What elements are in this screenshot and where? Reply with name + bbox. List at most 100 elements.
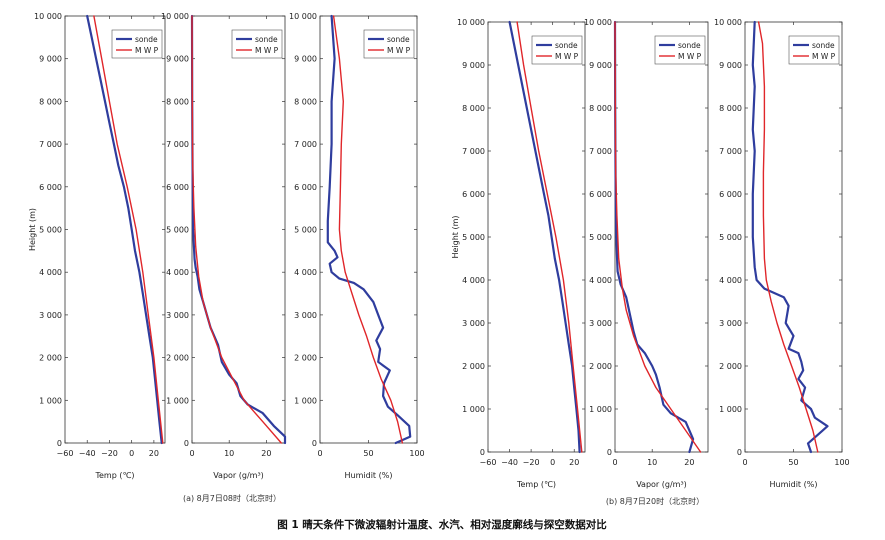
y-tick-label: 6 000 <box>462 190 485 199</box>
axes-frame <box>191 15 286 444</box>
y-tick-label: 2 000 <box>719 362 742 371</box>
legend-label: M W P <box>387 46 411 55</box>
y-tick-label: 4 000 <box>462 276 485 285</box>
axes-frame <box>487 21 586 453</box>
y-tick-label: 0 <box>57 439 62 448</box>
axes-frame <box>614 21 709 453</box>
y-axis-label: Height (m) <box>28 208 37 251</box>
y-tick-label: 3 000 <box>39 311 62 320</box>
chart-a-temp: 0 1 000 2 000 3 000 4 000 5 000 6 000 7 000 8 00… <box>28 12 166 480</box>
series-line-sonde <box>86 14 163 445</box>
x-tick-label: −60 <box>480 458 497 467</box>
x-tick-label: −20 <box>101 449 118 458</box>
y-tick-label: 7 000 <box>294 140 317 149</box>
legend-box <box>531 35 583 65</box>
legend-label: sonde <box>255 35 278 44</box>
legend-label: M W P <box>678 52 702 61</box>
x-axis-label: Vapor (g/m³) <box>213 471 264 480</box>
y-tick-label: 10 000 <box>457 18 485 27</box>
x-tick-label: 100 <box>409 449 424 458</box>
x-axis-label: Temp (℃) <box>94 471 134 480</box>
x-tick-label: 20 <box>261 449 271 458</box>
y-tick-label: 3 000 <box>294 311 317 320</box>
legend-label: M W P <box>812 52 836 61</box>
y-tick-label: 8 000 <box>589 104 612 113</box>
legend: sonde M W P <box>654 35 706 65</box>
y-tick-label: 2 000 <box>589 362 612 371</box>
chart-b-humid: 0 1 000 2 000 3 000 4 000 5 000 6 000 7 000 8 00… <box>714 18 850 489</box>
legend: sonde M W P <box>111 29 163 59</box>
series-line-mwp <box>757 21 819 453</box>
y-tick-label: 5 000 <box>294 226 317 235</box>
y-tick-label: 1 000 <box>589 405 612 414</box>
series-line-mwp <box>614 21 702 453</box>
y-tick-label: 7 000 <box>589 147 612 156</box>
x-tick-label: 0 <box>317 449 322 458</box>
y-tick-label: 9 000 <box>589 61 612 70</box>
legend-label: sonde <box>555 41 578 50</box>
y-tick-label: 8 000 <box>294 97 317 106</box>
x-tick-label: 0 <box>742 458 747 467</box>
y-tick-label: 1 000 <box>294 396 317 405</box>
y-tick-label: 5 000 <box>589 233 612 242</box>
chart-a-vapor: 0 1 000 2 000 3 000 4 000 5 000 6 000 7 000 8 00… <box>161 12 287 480</box>
y-tick-label: 7 000 <box>462 147 485 156</box>
y-tick-label: 9 000 <box>719 61 742 70</box>
y-tick-label: 10 000 <box>34 12 62 21</box>
y-tick-label: 7 000 <box>166 140 189 149</box>
y-tick-label: 5 000 <box>462 233 485 242</box>
x-tick-label: 50 <box>788 458 798 467</box>
x-tick-label: 10 <box>224 449 234 458</box>
legend-box <box>363 29 415 59</box>
y-tick-label: 1 000 <box>462 405 485 414</box>
x-tick-label: 0 <box>612 458 617 467</box>
legend-label: sonde <box>387 35 410 44</box>
x-axis-label: Humidit (%) <box>345 471 393 480</box>
legend-label: sonde <box>135 35 158 44</box>
y-axis-label: Height (m) <box>451 215 460 258</box>
y-tick-label: 10 000 <box>584 18 612 27</box>
legend-label: M W P <box>135 46 159 55</box>
legend-box <box>111 29 163 59</box>
y-tick-label: 10 000 <box>714 18 742 27</box>
y-tick-label: 6 000 <box>39 183 62 192</box>
x-axis-label: Temp (℃) <box>516 480 556 489</box>
y-tick-label: 3 000 <box>462 319 485 328</box>
x-tick-label: 0 <box>550 458 555 467</box>
y-tick-label: 0 <box>184 439 189 448</box>
x-tick-label: 20 <box>569 458 579 467</box>
series-line-mwp <box>191 15 282 444</box>
y-tick-label: 0 <box>607 448 612 457</box>
y-tick-label: 7 000 <box>719 147 742 156</box>
y-tick-label: 1 000 <box>166 396 189 405</box>
y-tick-label: 7 000 <box>39 140 62 149</box>
figure-title: 图 1 晴天条件下微波辐射计温度、水汽、相对湿度廓线与探空数据对比 <box>277 518 607 531</box>
series-line-mwp <box>93 15 164 444</box>
x-tick-label: 50 <box>363 449 373 458</box>
series-line-sonde <box>508 20 581 454</box>
x-tick-label: 10 <box>647 458 657 467</box>
y-tick-label: 2 000 <box>166 354 189 363</box>
y-tick-label: 9 000 <box>294 55 317 64</box>
chart-b-temp: 0 1 000 2 000 3 000 4 000 5 000 6 000 7 000 8 00… <box>451 18 586 489</box>
axes-frame <box>744 21 843 453</box>
legend-box <box>654 35 706 65</box>
x-axis-label: Vapor (g/m³) <box>636 480 687 489</box>
x-tick-label: −20 <box>523 458 540 467</box>
legend-label: sonde <box>678 41 701 50</box>
y-tick-label: 2 000 <box>39 354 62 363</box>
legend: sonde M W P <box>363 29 415 59</box>
legend-box <box>231 29 283 59</box>
y-tick-label: 5 000 <box>39 226 62 235</box>
y-tick-label: 6 000 <box>294 183 317 192</box>
y-tick-label: 2 000 <box>462 362 485 371</box>
y-tick-label: 4 000 <box>166 268 189 277</box>
axes-frame <box>64 15 166 444</box>
x-tick-label: 20 <box>684 458 694 467</box>
series-line-sonde <box>751 20 829 454</box>
y-tick-label: 4 000 <box>39 268 62 277</box>
legend-label: M W P <box>555 52 579 61</box>
y-tick-label: 8 000 <box>39 97 62 106</box>
y-tick-label: 0 <box>737 448 742 457</box>
